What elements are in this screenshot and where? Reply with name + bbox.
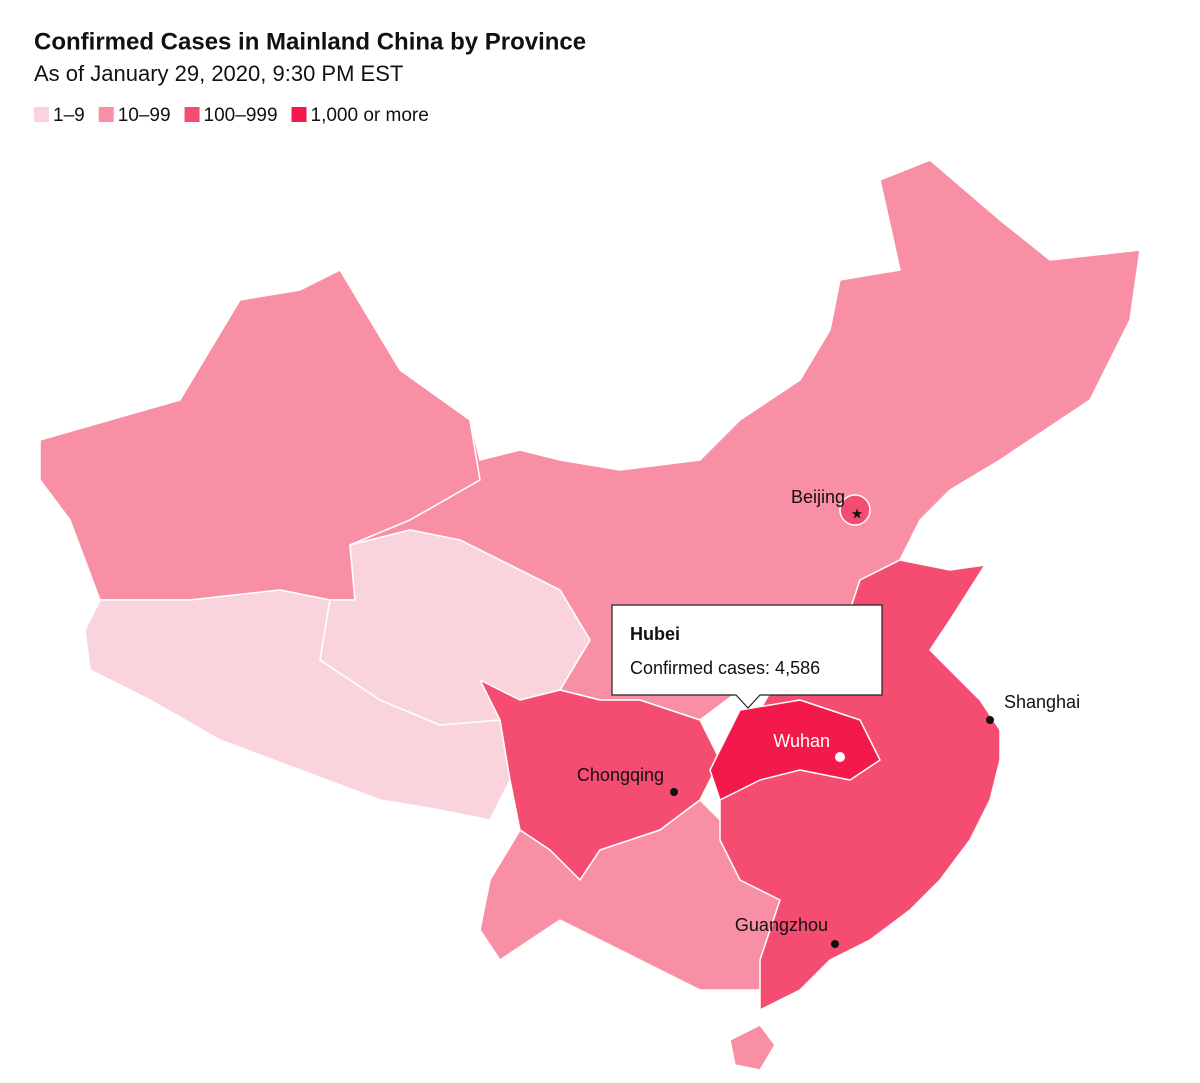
tooltip-text: Confirmed cases: 4,586: [630, 658, 820, 678]
city-dot: [986, 716, 994, 724]
legend-label: 100–999: [204, 105, 278, 126]
city-label: Chongqing: [577, 765, 664, 785]
map: [39, 159, 1141, 1071]
region: [839, 494, 871, 526]
tooltip-box: [611, 604, 883, 709]
city-label: Shanghai: [1004, 692, 1080, 712]
legend-swatch: [34, 107, 49, 122]
region: [319, 529, 591, 726]
city-label: Wuhan: [773, 731, 830, 751]
legend-label: 1,000 or more: [311, 105, 429, 126]
city-label: Guangzhou: [735, 915, 828, 935]
city-label: Beijing: [791, 487, 845, 507]
city-dot: [670, 788, 678, 796]
city-markers: ★ Beijing Shanghai Wuhan Chongqing Guang…: [577, 487, 1080, 948]
city-dot: [831, 940, 839, 948]
title: Confirmed Cases in Mainland China by Pro…: [34, 28, 586, 55]
legend-swatch: [184, 107, 200, 122]
legend-swatch: [291, 107, 307, 122]
legend-label: 10–99: [118, 105, 171, 126]
legend-label: 1–9: [53, 105, 85, 126]
capital-star: ★: [851, 506, 864, 522]
city-dot: [835, 752, 845, 762]
legend: 1–9 10–99 100–999 1,000 or more: [34, 105, 429, 126]
region: [729, 1024, 776, 1071]
region: [84, 589, 511, 821]
subtitle: As of January 29, 2020, 9:30 PM EST: [34, 61, 403, 86]
tooltip-title: Hubei: [630, 624, 680, 644]
region: [709, 699, 881, 801]
tooltip: Hubei Confirmed cases: 4,586: [611, 604, 883, 709]
legend-swatch: [98, 107, 114, 122]
